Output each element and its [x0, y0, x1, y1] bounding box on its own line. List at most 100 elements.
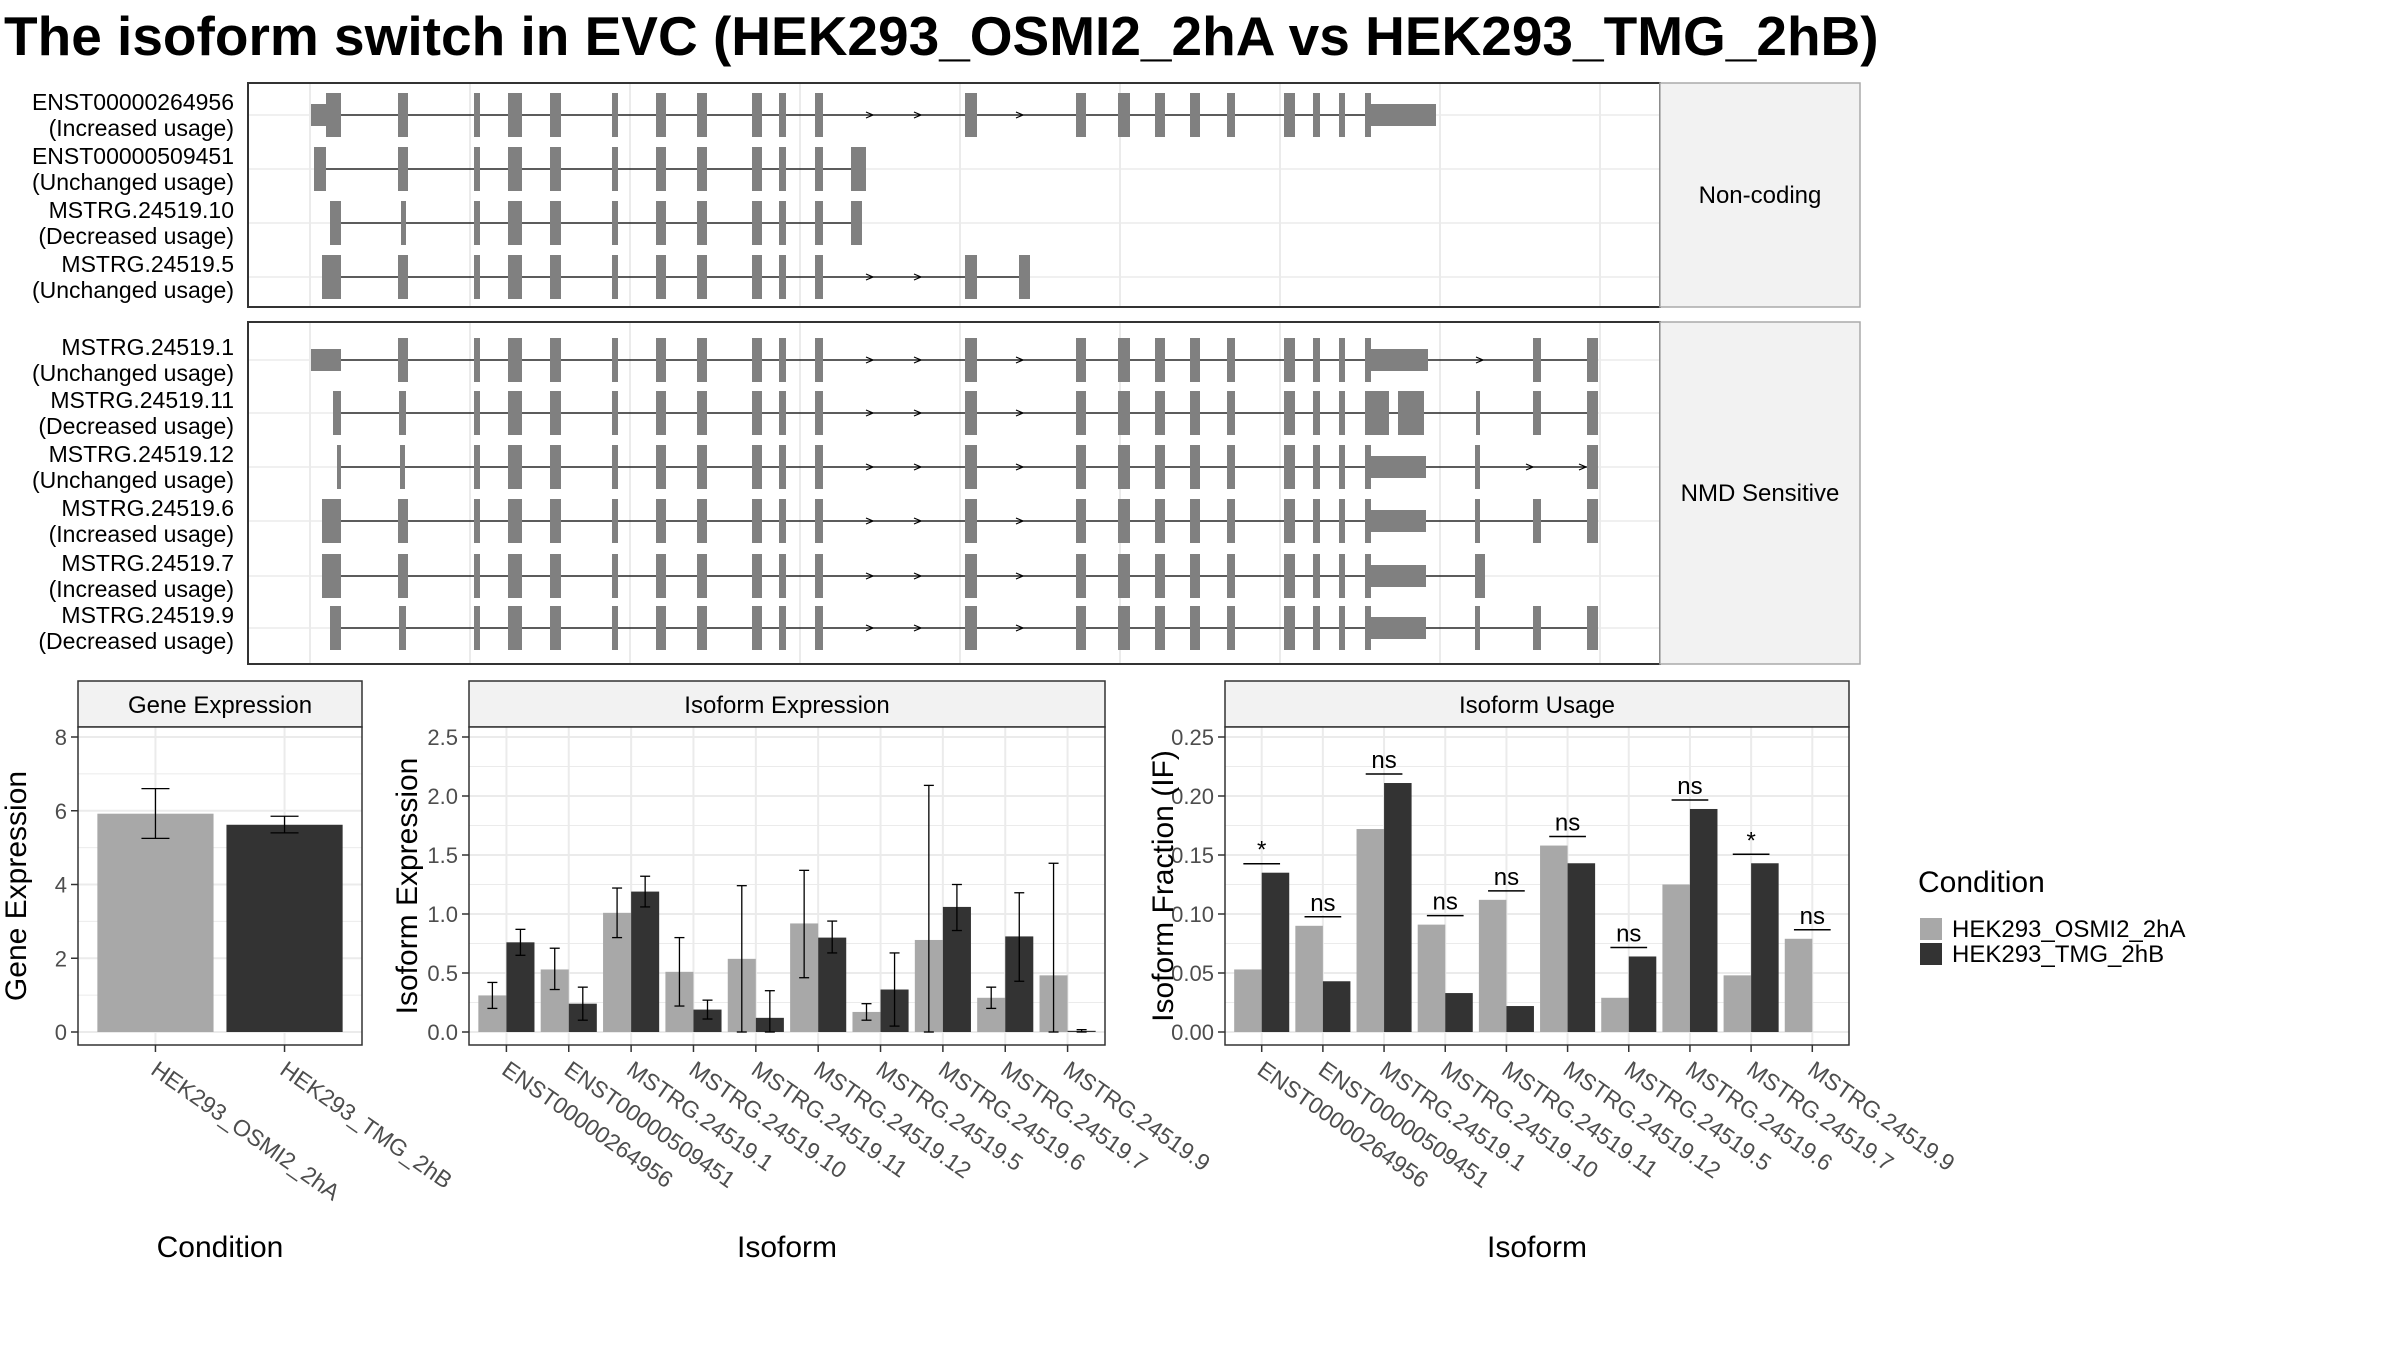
exon-block	[965, 606, 977, 650]
exon-block	[400, 445, 405, 489]
strand-arrow	[913, 111, 923, 119]
exon-block	[779, 255, 786, 299]
isoform-id-label: MSTRG.24519.10	[49, 197, 234, 223]
y-tick-label: 0.15	[1171, 843, 1214, 868]
exon-block	[550, 499, 561, 543]
exon-block	[697, 606, 707, 650]
exon-block	[1227, 606, 1235, 650]
exon-block	[399, 391, 406, 435]
legend-label: HEK293_OSMI2_2hA	[1952, 916, 2185, 943]
exon-block	[752, 499, 762, 543]
isoform-usage-label: (Unchanged usage)	[32, 277, 234, 303]
exon-block	[779, 93, 786, 137]
exon-block	[550, 391, 561, 435]
exon-block	[815, 255, 823, 299]
strand-arrow	[913, 273, 923, 281]
legend-label: HEK293_TMG_2hB	[1952, 941, 2164, 968]
exon-block	[779, 606, 786, 650]
exon-block	[1118, 606, 1130, 650]
exon-block	[508, 606, 522, 650]
exon-block	[1227, 445, 1235, 489]
isoform-usage-label: (Increased usage)	[49, 521, 234, 547]
exon-block	[1118, 338, 1130, 382]
y-tick-label: 0	[55, 1020, 67, 1045]
exon-block	[330, 201, 341, 245]
strand-arrow	[865, 624, 875, 632]
exon-block	[697, 255, 707, 299]
exon-block	[779, 554, 786, 598]
exon-block	[1118, 499, 1130, 543]
exon-block	[314, 147, 326, 191]
exon-block	[1365, 391, 1389, 435]
x-axis-title: Isoform	[737, 1231, 837, 1264]
exon-block	[508, 499, 522, 543]
exon-block	[508, 445, 522, 489]
exon-block	[1339, 606, 1345, 650]
exon-block	[1227, 499, 1235, 543]
strand-arrow	[1525, 463, 1535, 471]
isoform-id-label: MSTRG.24519.7	[61, 550, 234, 576]
exon-block	[550, 93, 561, 137]
exon-block	[401, 201, 406, 245]
y-tick-label: 0.00	[1171, 1020, 1214, 1045]
exon-block	[330, 606, 341, 650]
exon-block	[474, 445, 480, 489]
exon-block	[1313, 445, 1320, 489]
strand-arrow	[865, 111, 875, 119]
y-tick-label: 0.05	[1171, 961, 1214, 986]
exon-block	[1190, 606, 1200, 650]
bar	[1784, 938, 1813, 1032]
plot-strip	[77, 680, 363, 728]
exon-block	[965, 499, 977, 543]
exon-block	[1227, 391, 1235, 435]
exon-block	[1190, 338, 1200, 382]
strand-arrow	[1475, 356, 1485, 364]
exon-block	[1076, 445, 1086, 489]
exon-block	[612, 147, 618, 191]
exon-block	[752, 391, 762, 435]
exon-block	[1155, 445, 1165, 489]
exon-block	[779, 147, 786, 191]
exon-block	[474, 606, 480, 650]
exon-block	[1475, 445, 1480, 489]
bar	[1662, 884, 1690, 1032]
exon-block	[1475, 554, 1485, 598]
exon-block	[697, 338, 707, 382]
exon-block	[326, 93, 341, 137]
exon-block	[779, 499, 786, 543]
exon-block	[752, 93, 762, 137]
exon-block	[1587, 338, 1598, 382]
bar	[1322, 981, 1351, 1032]
strand-arrow	[1578, 463, 1588, 471]
exon-block	[1284, 606, 1295, 650]
exon-block	[1155, 338, 1165, 382]
exon-block	[474, 554, 480, 598]
exon-block	[398, 554, 408, 598]
bar	[506, 942, 535, 1032]
exon-block	[656, 255, 666, 299]
y-axis-title: Isoform Fraction (IF)	[1147, 750, 1180, 1022]
plot-border	[77, 726, 363, 1046]
bar	[1478, 899, 1507, 1032]
isoform-usage-label: (Unchanged usage)	[32, 169, 234, 195]
significance-label: ns	[1494, 864, 1519, 891]
exon-block	[311, 349, 341, 371]
exon-block	[1339, 554, 1345, 598]
bar	[1445, 993, 1473, 1032]
isoform-id-label: MSTRG.24519.12	[49, 441, 234, 467]
significance-label: ns	[1555, 810, 1580, 837]
page-title: The isoform switch in EVC (HEK293_OSMI2_…	[4, 5, 1879, 67]
legend-title: Condition	[1918, 866, 2045, 899]
exon-block	[697, 147, 707, 191]
exon-block	[1313, 606, 1320, 650]
exon-block	[612, 93, 618, 137]
exon-block	[656, 201, 666, 245]
exon-block	[1339, 338, 1345, 382]
exon-block	[752, 255, 762, 299]
exon-block	[1533, 499, 1541, 543]
exon-block	[398, 338, 408, 382]
exon-block	[752, 147, 762, 191]
strand-arrow	[1015, 624, 1025, 632]
isoform-usage-label: (Decreased usage)	[38, 628, 234, 654]
exon-block	[550, 338, 561, 382]
